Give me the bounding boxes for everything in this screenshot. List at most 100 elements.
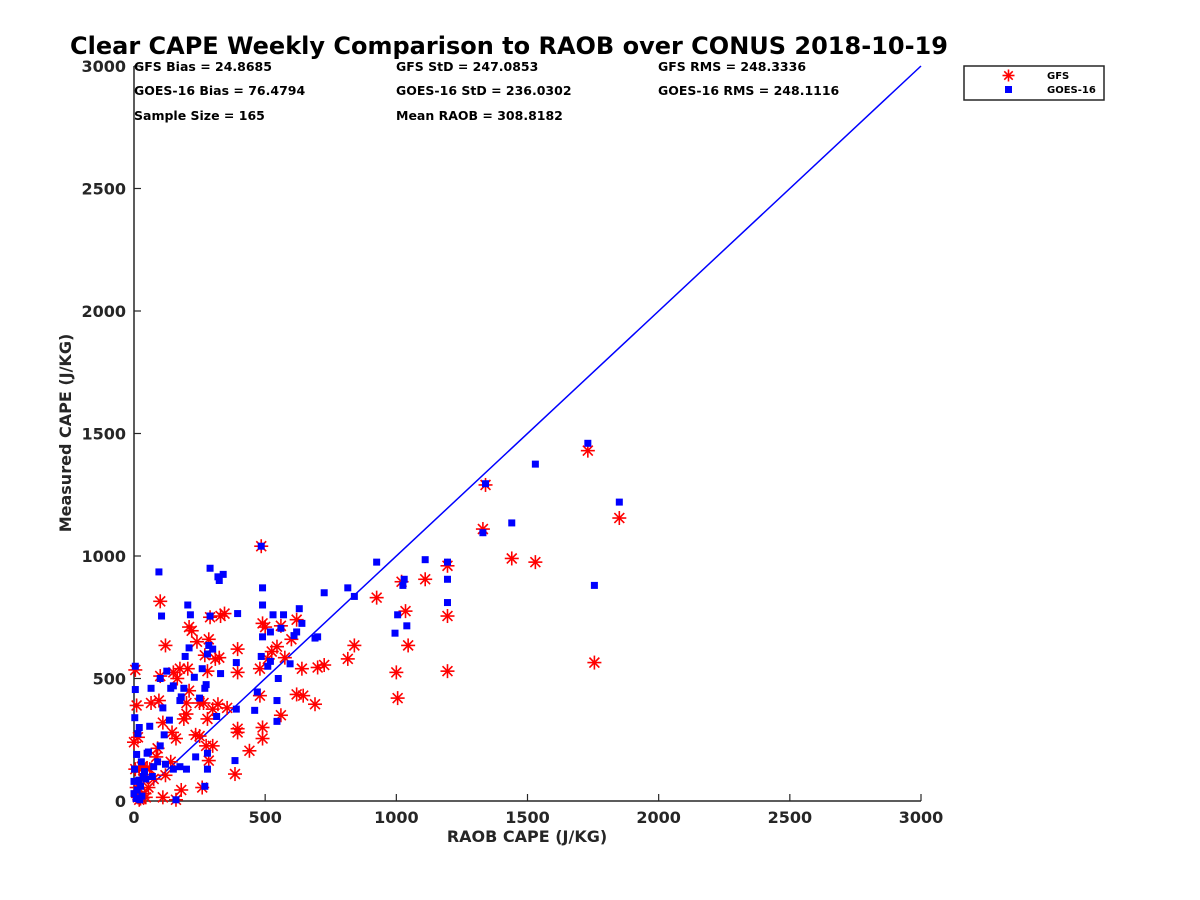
- gfs-point: [289, 687, 304, 702]
- asterisk-stroke: [257, 733, 269, 745]
- goes16-point: [198, 665, 206, 673]
- gfs-point: [217, 606, 232, 621]
- asterisk-stroke: [318, 659, 330, 671]
- x-tick-label: 2500: [768, 808, 813, 827]
- goes16-point: [286, 660, 294, 668]
- goes16-point: [269, 611, 277, 619]
- gfs-point: [129, 698, 144, 713]
- goes16-point: [147, 684, 155, 692]
- goes16-point: [253, 688, 261, 696]
- goes16-point: [201, 684, 209, 692]
- goes16-point: [140, 768, 148, 776]
- asterisk-stroke: [582, 445, 594, 457]
- stat-gfs-bias: GFS Bias = 24.8685: [134, 59, 272, 74]
- y-tick-label: 2000: [81, 302, 126, 321]
- goes16-point: [134, 730, 142, 738]
- asterisk-stroke: [279, 652, 291, 664]
- legend-gfs-label: GFS: [1047, 71, 1069, 82]
- y-tick-label: 0: [115, 792, 126, 811]
- asterisk-stroke: [441, 610, 454, 622]
- gfs-point: [153, 594, 168, 609]
- asterisk-stroke: [232, 666, 244, 678]
- stats-block: GFS Bias = 24.8685 GFS StD = 247.0853 GF…: [134, 59, 840, 123]
- gfs-point: [310, 660, 325, 675]
- asterisk-stroke: [529, 556, 541, 568]
- goes16-point: [184, 601, 192, 609]
- goes16-point: [136, 796, 144, 804]
- asterisk-stroke: [218, 608, 231, 620]
- asterisk-stroke: [191, 636, 203, 648]
- goes16-point: [185, 644, 193, 652]
- gfs-point: [151, 693, 166, 708]
- legend-gfs-marker: [1002, 69, 1015, 82]
- goes16-point: [231, 757, 239, 765]
- gfs-point: [390, 691, 405, 706]
- legend-goes16-marker: [1005, 86, 1012, 93]
- asterisk-stroke: [232, 726, 244, 738]
- goes16-point: [172, 796, 180, 804]
- asterisk-stroke: [399, 605, 412, 617]
- goes16-point: [177, 693, 185, 701]
- goes16-point: [146, 722, 154, 730]
- asterisk-stroke: [402, 639, 414, 651]
- gfs-point: [189, 634, 204, 649]
- goes16-point: [217, 670, 225, 678]
- goes16-point: [209, 645, 217, 653]
- goes16-point: [132, 795, 140, 803]
- asterisk-stroke: [153, 695, 165, 707]
- gfs-point: [340, 651, 355, 666]
- goes16-point: [159, 704, 167, 712]
- goes16-point: [133, 786, 141, 794]
- goes16-point: [232, 659, 240, 667]
- goes16-point: [615, 498, 623, 506]
- goes16-point: [137, 782, 145, 790]
- goes16-point: [192, 753, 200, 761]
- gfs-point: [158, 768, 173, 783]
- goes16-point: [590, 581, 598, 589]
- goes16-series: [130, 439, 623, 804]
- asterisk-stroke: [254, 663, 266, 675]
- asterisk-stroke: [348, 639, 360, 651]
- gfs-point: [174, 782, 189, 797]
- goes16-point: [266, 628, 274, 636]
- goes16-point: [280, 611, 288, 619]
- x-tick-label: 500: [248, 808, 281, 827]
- gfs-point: [205, 702, 220, 717]
- goes16-point: [373, 558, 381, 566]
- goes16-point: [264, 662, 272, 670]
- gfs-point: [213, 609, 228, 624]
- goes16-point: [156, 675, 164, 682]
- asterisk-stroke: [128, 736, 140, 748]
- goes16-point: [135, 724, 143, 731]
- goes16-point: [150, 763, 158, 771]
- stat-goes-rms: GOES-16 RMS = 248.1116: [658, 83, 840, 98]
- asterisk-stroke: [159, 639, 171, 651]
- y-tick-label: 2500: [81, 180, 126, 199]
- gfs-point: [220, 700, 235, 715]
- goes16-point: [131, 686, 139, 694]
- goes16-point: [215, 577, 223, 584]
- stat-gfs-rms: GFS RMS = 248.3336: [658, 59, 806, 74]
- asterisk-stroke: [232, 643, 244, 655]
- asterisk-stroke: [183, 621, 195, 633]
- goes16-point: [295, 605, 303, 613]
- gfs-point: [242, 743, 257, 758]
- goes16-point: [214, 573, 222, 581]
- goes16-point: [203, 765, 211, 773]
- asterisk-stroke: [291, 614, 303, 626]
- goes16-point: [344, 584, 352, 592]
- gfs-point: [127, 735, 141, 750]
- goes16-point: [154, 758, 162, 766]
- goes16-point: [130, 777, 138, 785]
- asterisk-stroke: [309, 698, 321, 710]
- asterisk-stroke: [154, 595, 166, 607]
- goes16-point: [584, 439, 592, 447]
- goes16-point: [205, 641, 213, 649]
- gfs-point: [587, 655, 602, 670]
- goes16-point: [298, 619, 306, 627]
- goes16-point: [163, 667, 171, 675]
- gfs-series: [127, 443, 627, 807]
- plot-area: 0 500 1000 1500 2000 2500 3000 0 500 1000 1500 200…: [81, 57, 943, 827]
- gfs-point: [155, 790, 170, 805]
- gfs-point: [308, 697, 323, 712]
